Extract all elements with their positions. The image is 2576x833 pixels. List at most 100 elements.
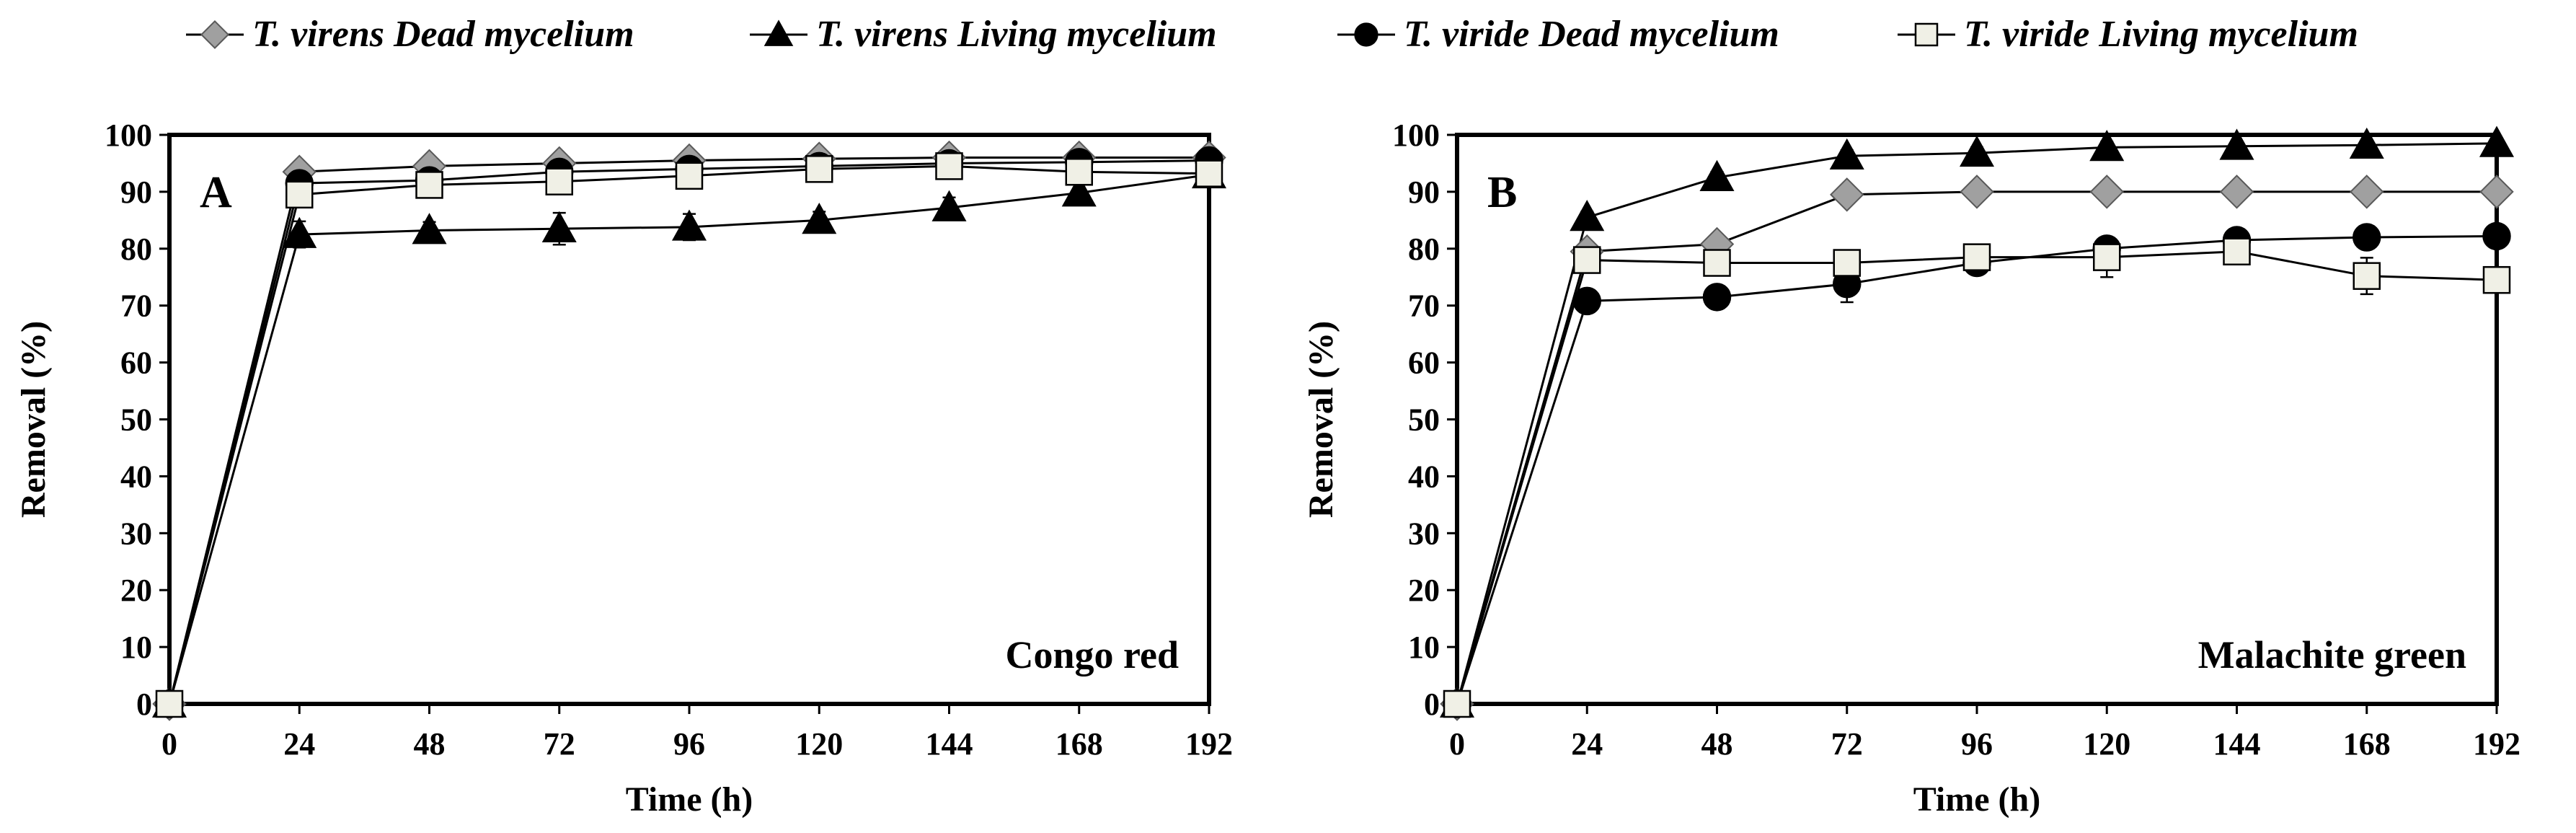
data-point-t-virens-living-mycelium (412, 213, 447, 244)
dye-annotation: Congo red (1005, 633, 1179, 676)
x-axis-title: Time (h) (626, 780, 753, 819)
data-point-t-viride-dead-mycelium (2353, 223, 2381, 252)
y-tick-label: 80 (120, 232, 152, 267)
series-line-t-viride-living-mycelium (168, 164, 1210, 705)
data-point-t-viride-living-mycelium (1443, 689, 1471, 718)
x-tick-label: 120 (2083, 726, 2130, 762)
legend-label-t-virens-dead-mycelium: T. virens Dead mycelium (252, 14, 634, 55)
legend-marker-t-viride-dead-mycelium (1354, 22, 1378, 47)
y-tick-label: 90 (120, 175, 152, 210)
data-point-t-virens-living-mycelium (282, 216, 317, 248)
y-tick-label: 0 (1424, 687, 1440, 722)
data-point-t-viride-living-mycelium (935, 152, 963, 180)
x-tick-label: 48 (1701, 726, 1733, 762)
y-tick-label: 40 (1408, 459, 1440, 494)
legend-marker-t-virens-living-mycelium (763, 19, 794, 46)
series-line-t-viride-dead-mycelium (168, 159, 1210, 705)
series-line-t-virens-living-mycelium (168, 173, 1210, 705)
data-point-t-viride-living-mycelium (155, 689, 184, 718)
plot-frame (1455, 133, 2499, 706)
y-tick-label: 70 (120, 288, 152, 324)
data-point-t-virens-living-mycelium (2089, 129, 2125, 162)
data-point-t-virens-dead-mycelium (1830, 177, 1864, 212)
x-tick-label: 24 (283, 726, 315, 762)
x-tick-label: 72 (1831, 726, 1863, 762)
x-tick-label: 72 (544, 726, 575, 762)
data-point-t-viride-living-mycelium (805, 155, 833, 183)
y-tick-label: 40 (120, 459, 152, 494)
dye-annotation: Malachite green (2198, 633, 2466, 676)
x-tick-label: 24 (1571, 726, 1603, 762)
x-tick-label: 168 (2343, 726, 2391, 762)
y-axis-title: Removal (%) (1302, 321, 1340, 518)
x-tick-label: 48 (414, 726, 446, 762)
series-line-t-virens-living-mycelium (1456, 142, 2497, 705)
x-tick-label: 168 (1055, 726, 1103, 762)
x-axis-title: Time (h) (1913, 780, 2040, 819)
y-tick-label: 10 (120, 630, 152, 665)
y-tick-label: 30 (1408, 516, 1440, 551)
legend-item-t-virens-dead-mycelium: T. virens Dead mycelium (186, 14, 634, 55)
data-point-t-viride-dead-mycelium (2482, 221, 2511, 251)
y-axis-title: Removal (%) (14, 321, 53, 518)
x-tick-label: 0 (1449, 726, 1465, 762)
y-tick-label: 80 (1408, 232, 1440, 267)
data-point-t-virens-dead-mycelium (1960, 175, 1994, 209)
data-point-t-virens-dead-mycelium (2089, 175, 2124, 209)
data-point-t-viride-living-mycelium (1703, 249, 1731, 277)
data-point-t-virens-dead-mycelium (2219, 175, 2254, 209)
data-point-t-viride-living-mycelium (1065, 158, 1093, 186)
y-tick-label: 10 (1408, 630, 1440, 665)
data-point-t-viride-living-mycelium (675, 162, 704, 190)
x-tick-label: 192 (1185, 726, 1233, 762)
y-tick-label: 60 (120, 345, 152, 381)
panel-label: A (200, 168, 232, 217)
y-tick-label: 50 (1408, 402, 1440, 438)
y-tick-label: 20 (1408, 573, 1440, 608)
legend-item-t-virens-living-mycelium: T. virens Living mycelium (750, 14, 1217, 55)
y-tick-label: 60 (1408, 345, 1440, 381)
y-tick-label: 100 (105, 118, 152, 153)
data-point-t-virens-living-mycelium (1061, 175, 1097, 207)
y-tick-label: 90 (1408, 175, 1440, 210)
legend-label-t-viride-living-mycelium: T. viride Living mycelium (1964, 14, 2358, 55)
x-tick-label: 120 (795, 726, 843, 762)
legend-item-t-viride-dead-mycelium: T. viride Dead mycelium (1337, 14, 1779, 55)
data-point-t-virens-living-mycelium (931, 190, 967, 221)
data-point-t-virens-living-mycelium (541, 211, 577, 243)
data-point-t-viride-living-mycelium (415, 171, 443, 199)
y-tick-label: 0 (136, 687, 152, 722)
data-point-t-virens-dead-mycelium (2350, 175, 2384, 209)
x-tick-label: 192 (2473, 726, 2520, 762)
y-tick-label: 100 (1392, 118, 1440, 153)
data-point-t-virens-living-mycelium (1699, 159, 1735, 192)
data-point-t-viride-living-mycelium (2482, 265, 2511, 294)
panel-label: B (1487, 168, 1517, 217)
data-point-t-virens-living-mycelium (2219, 128, 2254, 160)
x-tick-label: 96 (673, 726, 705, 762)
chart-legend: T. virens Dead mycelium T. virens Living … (186, 14, 2358, 55)
data-point-t-viride-living-mycelium (2353, 262, 2381, 290)
legend-label-t-virens-living-mycelium: T. virens Living mycelium (816, 14, 1217, 55)
data-point-t-viride-living-mycelium (1195, 159, 1223, 188)
data-point-t-virens-living-mycelium (1829, 138, 1864, 170)
x-tick-label: 0 (161, 726, 177, 762)
y-tick-label: 50 (120, 402, 152, 438)
data-point-t-viride-living-mycelium (1962, 243, 1991, 271)
chart-panel-b: 0 10 20 30 40 50 60 70 80 90 100 0 24 48 72 96 120 144 168… (1302, 118, 2520, 819)
legend-marker-t-viride-living-mycelium (1914, 22, 1939, 47)
data-point-t-virens-living-mycelium (1570, 200, 1605, 232)
y-tick-label: 30 (120, 516, 152, 551)
data-point-t-viride-dead-mycelium (1572, 286, 1601, 316)
data-point-t-virens-living-mycelium (671, 209, 707, 241)
x-tick-label: 144 (926, 726, 973, 762)
legend-marker-t-virens-dead-mycelium (200, 19, 230, 50)
data-point-t-viride-living-mycelium (2223, 237, 2251, 265)
data-point-t-viride-living-mycelium (545, 167, 573, 195)
data-point-t-virens-dead-mycelium (2479, 175, 2514, 209)
x-tick-label: 144 (2213, 726, 2261, 762)
chart-panel-a: 0 10 20 30 40 50 60 70 80 90 100 0 24 48 72 96 120 144 168… (14, 118, 1233, 819)
data-point-t-viride-living-mycelium (1833, 249, 1861, 277)
data-point-t-virens-living-mycelium (1959, 135, 1995, 167)
data-point-t-viride-living-mycelium (1573, 246, 1601, 274)
